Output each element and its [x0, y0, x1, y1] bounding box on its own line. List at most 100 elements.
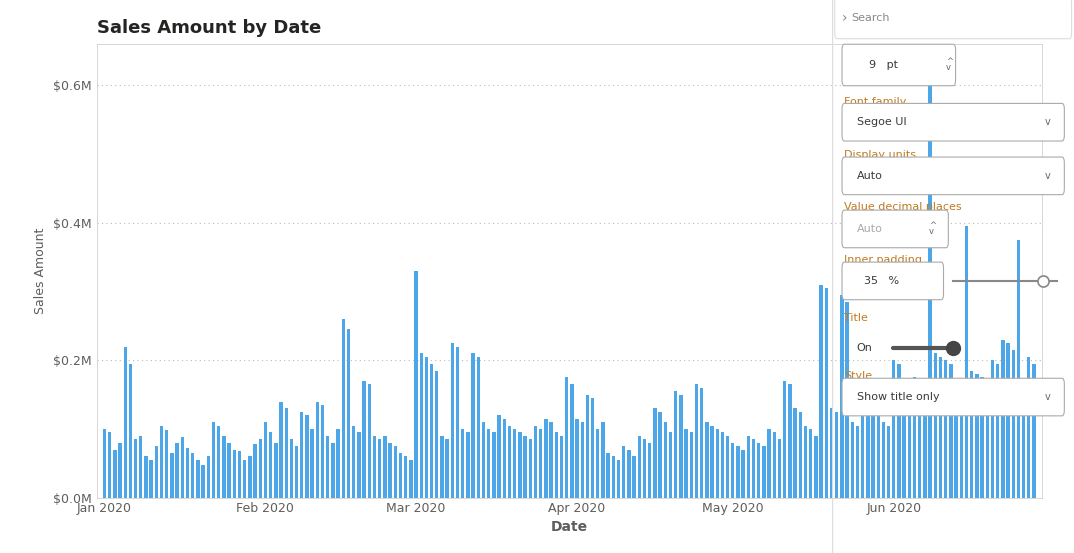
Bar: [113, 450, 116, 498]
FancyBboxPatch shape: [842, 103, 1064, 141]
Bar: [228, 443, 231, 498]
Bar: [373, 436, 376, 498]
Bar: [653, 408, 656, 498]
Bar: [700, 388, 703, 498]
Bar: [664, 422, 667, 498]
Bar: [638, 436, 641, 498]
Bar: [217, 426, 220, 498]
Bar: [607, 453, 610, 498]
Bar: [892, 361, 896, 498]
Bar: [669, 432, 672, 498]
Bar: [871, 381, 874, 498]
Bar: [212, 422, 215, 498]
FancyBboxPatch shape: [842, 378, 1064, 416]
Bar: [856, 426, 859, 498]
Bar: [455, 347, 460, 498]
Bar: [679, 395, 683, 498]
Text: Title: Title: [844, 313, 868, 323]
Bar: [206, 456, 211, 498]
Bar: [825, 288, 828, 498]
Bar: [986, 384, 989, 498]
Bar: [295, 446, 299, 498]
Text: v: v: [929, 227, 934, 236]
Bar: [757, 443, 760, 498]
Bar: [103, 429, 106, 498]
Text: Value decimal places: Value decimal places: [844, 202, 962, 212]
Bar: [752, 439, 755, 498]
Bar: [186, 448, 189, 498]
Bar: [887, 426, 890, 498]
Text: ^: ^: [929, 221, 937, 230]
Text: Auto: Auto: [857, 171, 883, 181]
Bar: [197, 460, 200, 498]
Bar: [191, 453, 194, 498]
Bar: [746, 436, 750, 498]
Bar: [451, 343, 454, 498]
Bar: [248, 456, 251, 498]
Bar: [576, 419, 579, 498]
Bar: [331, 443, 335, 498]
Bar: [565, 378, 568, 498]
Bar: [259, 439, 262, 498]
Y-axis label: Sales Amount: Sales Amount: [34, 228, 47, 314]
Bar: [737, 446, 740, 498]
Text: Show title only: Show title only: [857, 392, 939, 402]
FancyBboxPatch shape: [842, 262, 944, 300]
Bar: [545, 419, 548, 498]
Text: Auto: Auto: [857, 224, 883, 234]
Bar: [1012, 350, 1015, 498]
Bar: [290, 439, 293, 498]
Bar: [342, 319, 345, 498]
Bar: [706, 422, 709, 498]
Bar: [918, 381, 921, 498]
Bar: [528, 439, 532, 498]
Bar: [118, 443, 121, 498]
Bar: [513, 429, 517, 498]
Bar: [939, 357, 942, 498]
Bar: [497, 415, 500, 498]
Bar: [134, 439, 137, 498]
Bar: [990, 361, 995, 498]
Bar: [996, 364, 999, 498]
Bar: [643, 439, 647, 498]
Bar: [902, 391, 905, 498]
Bar: [492, 432, 495, 498]
Text: v: v: [946, 63, 950, 72]
Bar: [585, 395, 589, 498]
Bar: [534, 426, 537, 498]
Bar: [959, 415, 963, 498]
Bar: [202, 465, 205, 498]
Text: v: v: [1045, 392, 1050, 402]
Bar: [305, 415, 308, 498]
Bar: [560, 436, 563, 498]
Bar: [658, 412, 662, 498]
Bar: [404, 456, 407, 498]
Bar: [794, 408, 797, 498]
Bar: [981, 378, 984, 498]
Bar: [819, 285, 823, 498]
Bar: [721, 432, 724, 498]
Bar: [845, 302, 848, 498]
Bar: [149, 460, 153, 498]
Bar: [108, 432, 112, 498]
Bar: [155, 446, 158, 498]
Bar: [924, 415, 927, 498]
Bar: [144, 456, 148, 498]
Bar: [237, 451, 242, 498]
Bar: [398, 453, 402, 498]
Bar: [876, 384, 880, 498]
Bar: [175, 443, 179, 498]
Bar: [171, 453, 174, 498]
FancyBboxPatch shape: [842, 210, 948, 248]
Bar: [140, 436, 143, 498]
Bar: [897, 364, 901, 498]
Bar: [424, 357, 429, 498]
Bar: [622, 446, 625, 498]
Bar: [581, 422, 584, 498]
Bar: [731, 443, 735, 498]
Text: Font family: Font family: [844, 97, 906, 107]
Bar: [803, 426, 808, 498]
Bar: [279, 401, 282, 498]
Bar: [1022, 391, 1026, 498]
Text: On: On: [857, 343, 872, 353]
